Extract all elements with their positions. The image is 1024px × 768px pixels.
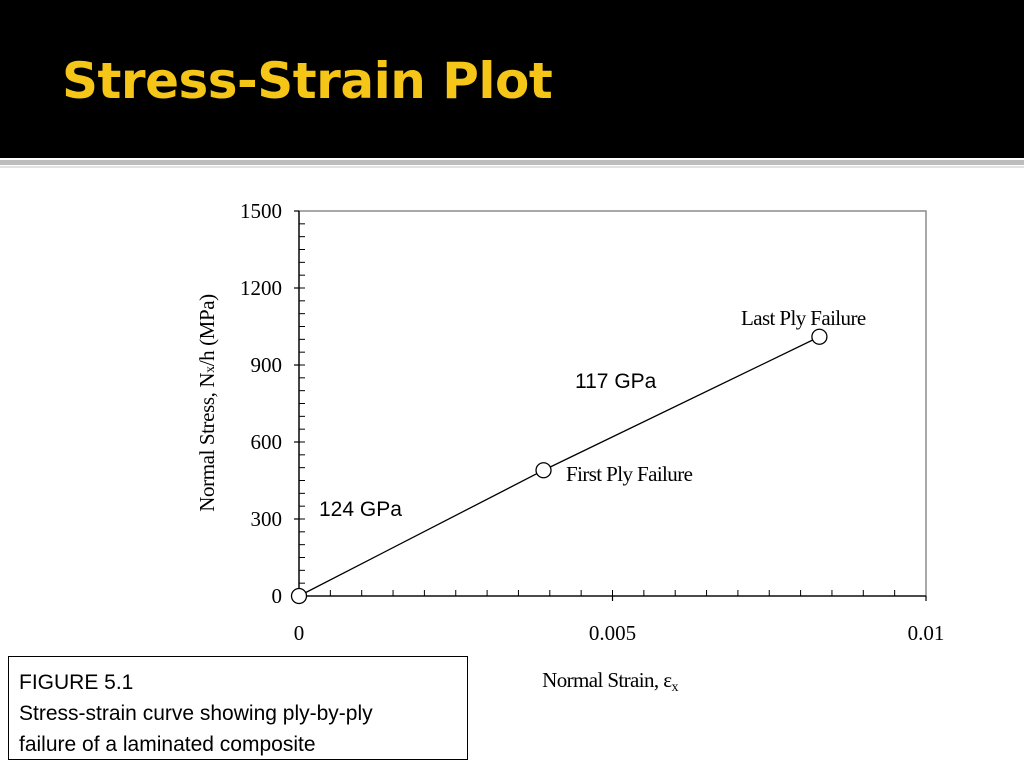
annotation-117-gpa: 117 GPa bbox=[575, 370, 657, 393]
x-tick-label: 0 bbox=[294, 621, 305, 645]
y-tick-label: 0 bbox=[272, 584, 283, 608]
x-tick-label: 0.005 bbox=[589, 621, 636, 645]
data-point-marker bbox=[290, 587, 308, 605]
y-axis-label-sub: x bbox=[203, 366, 218, 373]
minor-ticks bbox=[299, 223, 896, 596]
slide-title: Stress-Strain Plot bbox=[62, 52, 553, 110]
series-layer bbox=[298, 336, 820, 597]
caption-line-2: failure of a laminated composite bbox=[19, 733, 316, 756]
y-tick-label: 900 bbox=[251, 353, 283, 377]
data-point-marker bbox=[811, 328, 828, 345]
y-tick-label: 300 bbox=[251, 507, 283, 531]
y-tick-labels: 0 300 600 900 1200 1500 bbox=[240, 199, 282, 608]
marker-label-last-ply: Last Ply Failure bbox=[741, 306, 866, 330]
y-axis-label: Normal Stress, Nx/h (MPa) bbox=[195, 294, 219, 512]
x-tick-label: 0.01 bbox=[908, 621, 945, 645]
major-ticks bbox=[294, 210, 927, 601]
marker-label-first-ply: First Ply Failure bbox=[566, 462, 693, 486]
y-tick-label: 600 bbox=[251, 430, 283, 454]
marker-layer bbox=[290, 328, 828, 605]
header-divider bbox=[0, 160, 1024, 165]
x-axis-label-main: Normal Strain, ε bbox=[542, 668, 672, 692]
header-bar: Stress-Strain Plot bbox=[0, 0, 1024, 158]
caption-line-1: Stress-strain curve showing ply-by-ply bbox=[19, 702, 373, 725]
header-divider-light bbox=[0, 166, 1024, 168]
y-axis-label-main: Normal Stress, N bbox=[195, 373, 219, 512]
data-point-marker bbox=[535, 462, 552, 479]
y-axis-label-unit: /h (MPa) bbox=[195, 294, 219, 366]
x-axis-label: Normal Strain, εx bbox=[542, 668, 678, 695]
y-tick-label: 1200 bbox=[240, 276, 282, 300]
plot-frame bbox=[298, 210, 927, 597]
annotation-124-gpa: 124 GPa bbox=[319, 498, 402, 521]
x-tick-labels: 0 0.005 0.01 bbox=[294, 621, 945, 645]
series-line bbox=[298, 336, 820, 597]
x-axis-label-sub: x bbox=[671, 680, 678, 695]
figure-label: FIGURE 5.1 bbox=[19, 671, 134, 694]
y-tick-label: 1500 bbox=[240, 199, 282, 223]
figure-caption: FIGURE 5.1 Stress-strain curve showing p… bbox=[8, 656, 468, 760]
